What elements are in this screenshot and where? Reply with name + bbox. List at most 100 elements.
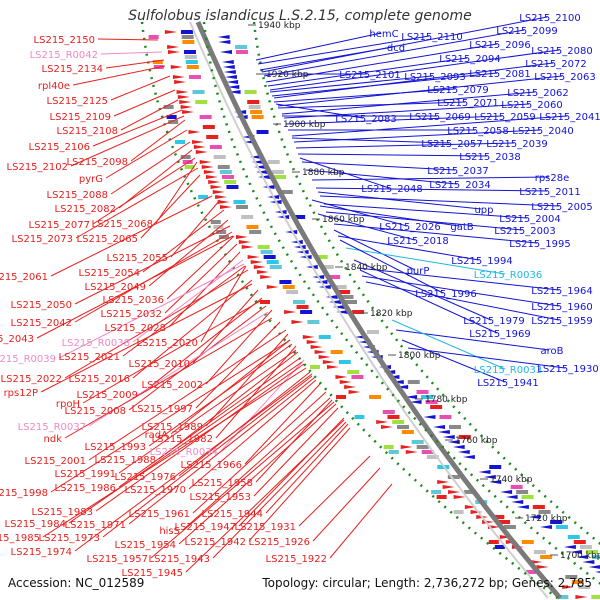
feature-block <box>213 225 224 229</box>
label-leader <box>295 142 515 149</box>
gene-label: dcd <box>387 43 405 54</box>
feature-block <box>168 120 179 124</box>
gene-label: radA <box>145 430 169 441</box>
gene-label: LS215_2028 <box>105 323 166 334</box>
feature-block <box>226 185 239 189</box>
feature-block <box>184 55 197 59</box>
tick-label: 1940 kbp <box>258 21 301 31</box>
gene-label: LS215_2055 <box>107 253 168 264</box>
gene-label: LS215_2109 <box>50 112 111 123</box>
reverse-gene-mark <box>582 560 595 564</box>
gene-label: LS215_2032 <box>101 309 162 320</box>
label-leader <box>105 129 188 179</box>
feature-block <box>401 430 414 434</box>
feature-block <box>188 75 201 79</box>
gene-label: LS215_2125 <box>47 96 108 107</box>
forward-gene-mark <box>208 180 221 184</box>
tick-label: 1780 kbp <box>425 395 468 405</box>
forward-gene-mark <box>291 320 304 324</box>
feature-block <box>421 450 434 454</box>
gene-label: LS215_1953 <box>190 492 251 503</box>
gene-label: LS215_R0038 <box>62 338 130 349</box>
reverse-gene-mark <box>437 430 450 434</box>
feature-tracks <box>148 30 600 599</box>
label-leader <box>271 72 498 97</box>
feature-block <box>366 330 379 334</box>
gene-label: LS215_2069 <box>409 112 470 123</box>
forward-gene-mark <box>499 535 512 539</box>
reverse-gene-mark <box>500 490 513 494</box>
label-leader <box>391 319 506 370</box>
label-leader <box>277 75 563 107</box>
label-leader <box>259 46 394 71</box>
forward-gene-mark <box>195 150 208 154</box>
label-leader <box>269 49 560 91</box>
feature-block <box>573 540 586 544</box>
gene-label: LS215_2150 <box>34 35 95 46</box>
gene-label: LS215_1996 <box>415 289 476 300</box>
gene-label: LS215_2083 <box>335 114 396 125</box>
gene-label: LS215_1945 <box>122 568 183 579</box>
forward-gene-mark <box>322 360 335 364</box>
feature-block <box>241 215 254 219</box>
label-leader <box>315 187 548 192</box>
forward-gene-mark <box>302 335 315 339</box>
forward-gene-mark <box>164 30 177 34</box>
dotted-guides <box>140 21 600 599</box>
reverse-gene-mark <box>576 555 589 559</box>
feature-block <box>334 285 347 289</box>
feature-block <box>293 215 306 219</box>
gene-label: LS215_1964 <box>531 286 592 297</box>
label-leader <box>95 363 305 512</box>
gene-label: LS215_1969 <box>469 329 530 340</box>
gene-label: LS215_1961 <box>129 509 190 520</box>
gene-label: LS215_1943 <box>149 554 210 565</box>
forward-gene-mark <box>201 165 214 169</box>
feature-block <box>458 435 471 439</box>
gene-label: LS215_2100 <box>519 13 580 24</box>
feature-block <box>328 275 341 279</box>
label-leader <box>36 235 234 339</box>
feature-block <box>571 580 584 584</box>
label-leader <box>130 119 186 162</box>
forward-gene-mark <box>470 510 483 514</box>
gene-label: LS215_2134 <box>42 64 103 75</box>
gene-label: LS215_2072 <box>525 59 586 70</box>
label-leader <box>122 265 246 357</box>
feature-block <box>565 575 578 579</box>
feature-block <box>273 175 286 179</box>
gene-label: LS215_1973 <box>39 533 100 544</box>
reverse-gene-mark <box>396 385 409 389</box>
gene-label: LS215_2004 <box>499 214 560 225</box>
gene-label: LS215_1959 <box>531 316 592 327</box>
label-leader <box>329 483 393 559</box>
feature-block <box>182 160 193 164</box>
feature-block <box>307 320 320 324</box>
feature-block <box>382 410 395 414</box>
forward-gene-mark <box>215 195 228 199</box>
reverse-gene-mark <box>442 435 455 439</box>
label-leader <box>74 225 231 305</box>
feature-block <box>579 545 592 549</box>
forward-gene-mark <box>241 245 254 249</box>
feature-block <box>436 495 447 499</box>
feature-block <box>249 230 262 234</box>
label-leader <box>92 109 183 147</box>
gene-label: LS215_2043 <box>0 334 34 345</box>
feature-block <box>369 395 382 399</box>
gene-label: LS215_1976 <box>115 472 176 483</box>
gene-label: LS215_2020 <box>137 338 198 349</box>
label-leader <box>92 157 196 225</box>
gene-label: LS215_2068 <box>92 219 153 230</box>
feature-block <box>447 475 460 479</box>
feature-block <box>293 300 305 304</box>
label-leader <box>150 401 335 559</box>
feature-block <box>163 105 174 109</box>
feature-block <box>533 550 546 554</box>
label-leader <box>110 141 191 195</box>
forward-gene-mark <box>453 495 466 499</box>
label-leader <box>212 421 347 559</box>
reverse-gene-mark <box>221 60 234 64</box>
reverse-gene-mark <box>219 50 232 54</box>
